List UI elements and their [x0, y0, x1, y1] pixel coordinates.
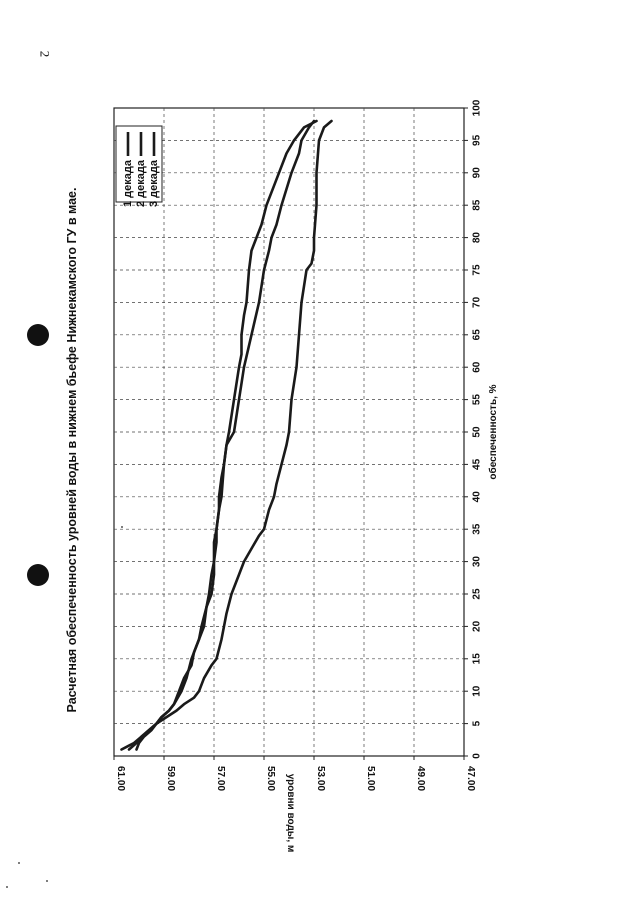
x-tick-label: 85: [472, 199, 483, 211]
y-tick-label: 57.00: [215, 766, 226, 791]
legend-label: 1 декада: [122, 159, 134, 207]
chart-root: 61.00 59.00 57.00 55.00 53.00 51.00 49.00 47.00…: [65, 99, 499, 852]
x-tick-label: 0: [472, 753, 483, 759]
scan-speck: [6, 886, 8, 888]
x-tick-label: 10: [472, 685, 483, 697]
y-tick-label: 61.00: [115, 766, 126, 791]
x-tick-label: 30: [472, 556, 483, 568]
x-tick-label: 45: [472, 458, 483, 470]
legend-label: 3 декада: [148, 159, 160, 207]
series-line-1: [120, 119, 333, 751]
x-tick-label: 100: [472, 99, 483, 116]
legend: 1 декада 2 декада 3 декада: [115, 125, 163, 207]
x-tick-label: 5: [472, 720, 483, 726]
chart-title: Расчетная обеспеченность уровней воды в …: [65, 188, 79, 713]
x-tick-label: 15: [472, 653, 483, 665]
x-axis-label: обеспеченность, %: [487, 384, 499, 479]
y-tick-label: 49.00: [415, 766, 426, 791]
x-tick-label: 60: [472, 361, 483, 373]
x-tick-label: 25: [472, 588, 483, 600]
series-line-3: [127, 119, 318, 751]
x-tick-label: 55: [472, 394, 483, 406]
punch-hole-bottom: [27, 564, 49, 586]
y-tick-label: 51.00: [365, 766, 376, 791]
x-tick-label: 70: [472, 296, 483, 308]
punch-hole-top: [27, 324, 49, 346]
scan-speck: [46, 880, 48, 882]
x-tick-label: 35: [472, 523, 483, 535]
legend-label: 2 декада: [135, 159, 147, 207]
x-tick-label: 40: [472, 491, 483, 503]
x-tick-label: 75: [472, 264, 483, 276]
x-tick-label: 80: [472, 232, 483, 244]
y-tick-label: 53.00: [315, 766, 326, 791]
y-tick-label: 47.00: [465, 766, 476, 791]
x-tick-label: 65: [472, 329, 483, 341]
x-tick-label: 20: [472, 620, 483, 632]
x-tick-label: 95: [472, 134, 483, 146]
scan-speck: [121, 526, 123, 528]
x-tick-label: 90: [472, 167, 483, 179]
y-tick-label: 55.00: [265, 766, 276, 791]
x-tick-label: 50: [472, 426, 483, 438]
y-axis-label: уровни воды, м: [285, 774, 296, 853]
scan-speck: [18, 862, 20, 864]
y-tick-label: 59.00: [165, 766, 176, 791]
